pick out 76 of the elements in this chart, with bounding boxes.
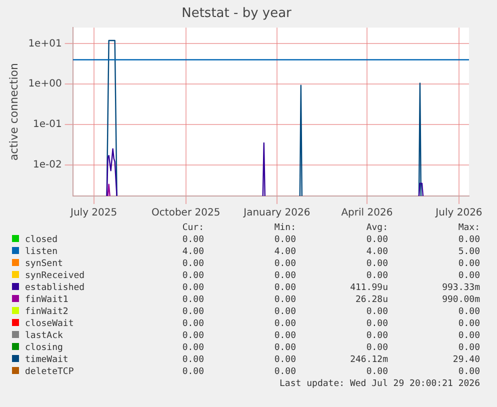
x-tick-label: October 2025 (152, 208, 220, 219)
text: 0.00 (457, 330, 480, 342)
text: 0.00 (365, 330, 388, 342)
x-tick-label: January 2026 (242, 208, 310, 219)
text: 5.00 (457, 246, 480, 258)
text: 4.00 (181, 246, 204, 258)
text: Last update: Wed Jul 29 20:00:21 2026 (278, 378, 480, 390)
text: 0.00 (273, 234, 296, 246)
x-tick-label: July 2026 (434, 208, 482, 219)
text: 0.00 (181, 294, 204, 306)
text: 0.00 (273, 270, 296, 282)
text: 0.00 (181, 282, 204, 294)
legend-label: closing (25, 343, 63, 353)
text: 0.00 (273, 282, 296, 294)
text: 0.00 (181, 258, 204, 270)
text: 0.00 (457, 366, 480, 378)
text: Avg: (365, 222, 388, 234)
text: 0.00 (273, 342, 296, 354)
text: 0.00 (457, 306, 480, 318)
text: 0.00 (457, 234, 480, 246)
text: Cur: (181, 222, 204, 234)
text: 0.00 (457, 258, 480, 270)
text: 0.00 (181, 354, 204, 366)
chart-title: Netstat - by year (182, 6, 292, 22)
text: 4.00 (273, 246, 296, 258)
text: Max: (457, 222, 480, 234)
y-tick-label: 1e-02 (32, 160, 62, 170)
y-tick-label: 1e+01 (28, 38, 62, 50)
x-tick-label: April 2026 (341, 208, 393, 219)
legend-label: established (25, 283, 85, 293)
legend-label: listen (25, 247, 58, 257)
legend-label: synReceived (25, 271, 85, 281)
legend-label: lastAck (25, 331, 63, 341)
text: 246.12m (349, 354, 388, 366)
legend-label: timeWait (25, 355, 68, 365)
text: 0.00 (181, 270, 204, 282)
text: 0.00 (365, 270, 388, 282)
text: 26.28u (354, 294, 388, 306)
text: 0.00 (457, 270, 480, 282)
text: 0.00 (365, 342, 388, 354)
text: 0.00 (365, 306, 388, 318)
y-axis-title: active connection (7, 63, 20, 161)
text: 0.00 (273, 258, 296, 270)
text: 0.00 (181, 330, 204, 342)
legend-label: synSent (25, 259, 63, 269)
text: 0.00 (365, 234, 388, 246)
legend-label: finWait2 (25, 307, 68, 317)
text: 0.00 (273, 294, 296, 306)
legend-label: closeWait (25, 319, 74, 329)
text: 0.00 (273, 366, 296, 378)
text: 0.00 (181, 306, 204, 318)
text: 0.00 (273, 318, 296, 330)
text: 0.00 (181, 342, 204, 354)
text: 0.00 (273, 330, 296, 342)
text: 0.00 (457, 318, 480, 330)
text: 0.00 (273, 354, 296, 366)
text: 4.00 (365, 246, 388, 258)
legend-label: finWait1 (25, 295, 68, 305)
text: 0.00 (273, 306, 296, 318)
text: 0.00 (365, 366, 388, 378)
legend-label: closed (25, 235, 58, 245)
text: 990.00m (441, 294, 480, 306)
text: 0.00 (181, 366, 204, 378)
text: 411.99u (349, 282, 388, 294)
text: 0.00 (181, 318, 204, 330)
text: 0.00 (365, 258, 388, 270)
text: Min: (273, 222, 296, 234)
text: 0.00 (181, 234, 204, 246)
x-tick-label: July 2025 (70, 208, 118, 219)
text: 29.40 (452, 354, 480, 366)
text: 0.00 (457, 342, 480, 354)
text: 993.33m (441, 282, 480, 294)
legend-label: deleteTCP (25, 367, 74, 377)
text: 0.00 (365, 318, 388, 330)
y-tick-label: 1e+00 (28, 78, 62, 90)
y-tick-label: 1e-01 (32, 119, 62, 130)
